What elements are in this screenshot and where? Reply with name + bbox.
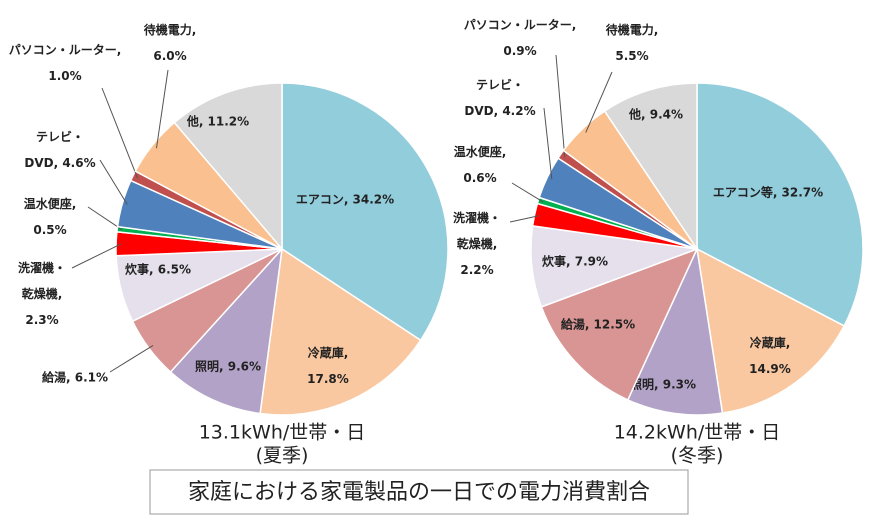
- data-label: エアコン等, 32.7%: [713, 185, 823, 200]
- leader-line: [71, 243, 122, 269]
- pie-slice: [626, 246, 724, 416]
- data-label: 炊事, 7.9%: [542, 254, 608, 269]
- pie-slice: [540, 247, 699, 401]
- leader-line: [555, 54, 566, 158]
- data-label: 照明, 9.6%: [195, 359, 261, 374]
- pie-slice: [696, 247, 846, 414]
- data-label: 洗濯機・乾燥機, 2.3%: [18, 260, 66, 327]
- data-label: 待機電力, 5.5%: [606, 22, 659, 63]
- data-label: 給湯, 12.5%: [561, 317, 635, 332]
- leader-line: [155, 69, 169, 149]
- leader-line: [99, 159, 128, 205]
- pie-slice: [259, 247, 422, 416]
- data-label: テレビ・ DVD, 4.2%: [464, 77, 535, 118]
- pie-slice: [603, 82, 698, 252]
- pie-slice: [169, 246, 284, 415]
- data-label: エアコン, 34.2%: [296, 193, 394, 207]
- data-label: パソコン・ルーター, 0.9%: [464, 18, 577, 58]
- caption: (冬季): [671, 445, 724, 467]
- pie-slice: [173, 82, 283, 252]
- data-label: 冷蔵庫, 14.9%: [749, 335, 791, 376]
- data-label: 炊事, 6.5%: [125, 262, 191, 277]
- data-label: 温水便座, 0.5%: [24, 196, 77, 237]
- subtitle: 13.1kWh/世帯・日: [199, 422, 366, 444]
- data-label: 冷蔵庫, 17.8%: [307, 345, 349, 386]
- caption: (夏季): [256, 445, 309, 467]
- leader-line: [509, 215, 540, 223]
- data-label: 他, 9.4%: [628, 107, 683, 122]
- data-label: テレビ・ DVD, 4.6%: [24, 129, 95, 170]
- data-label: 温水便座, 0.6%: [454, 144, 507, 185]
- title-box: [149, 469, 689, 515]
- data-label: 照明, 9.3%: [630, 377, 696, 392]
- data-label: 給湯, 6.1%: [42, 370, 108, 385]
- leader-line: [543, 107, 553, 180]
- leader-line: [511, 182, 544, 203]
- data-label: 他, 11.2%: [186, 114, 249, 129]
- data-label: パソコン・ルーター, 1.0%: [9, 43, 122, 83]
- leader-line: [101, 87, 138, 179]
- leader-line: [585, 71, 613, 133]
- leader-line: [87, 206, 123, 231]
- data-label: 洗濯機・乾燥機, 2.2%: [453, 210, 501, 277]
- leader-line: [109, 345, 154, 373]
- data-label: 待機電力, 6.0%: [144, 22, 197, 63]
- pie-slice: [696, 82, 864, 327]
- subtitle: 14.2kWh/世帯・日: [614, 422, 781, 444]
- chart-title: 家庭における家電製品の一日での電力消費割合: [188, 480, 650, 505]
